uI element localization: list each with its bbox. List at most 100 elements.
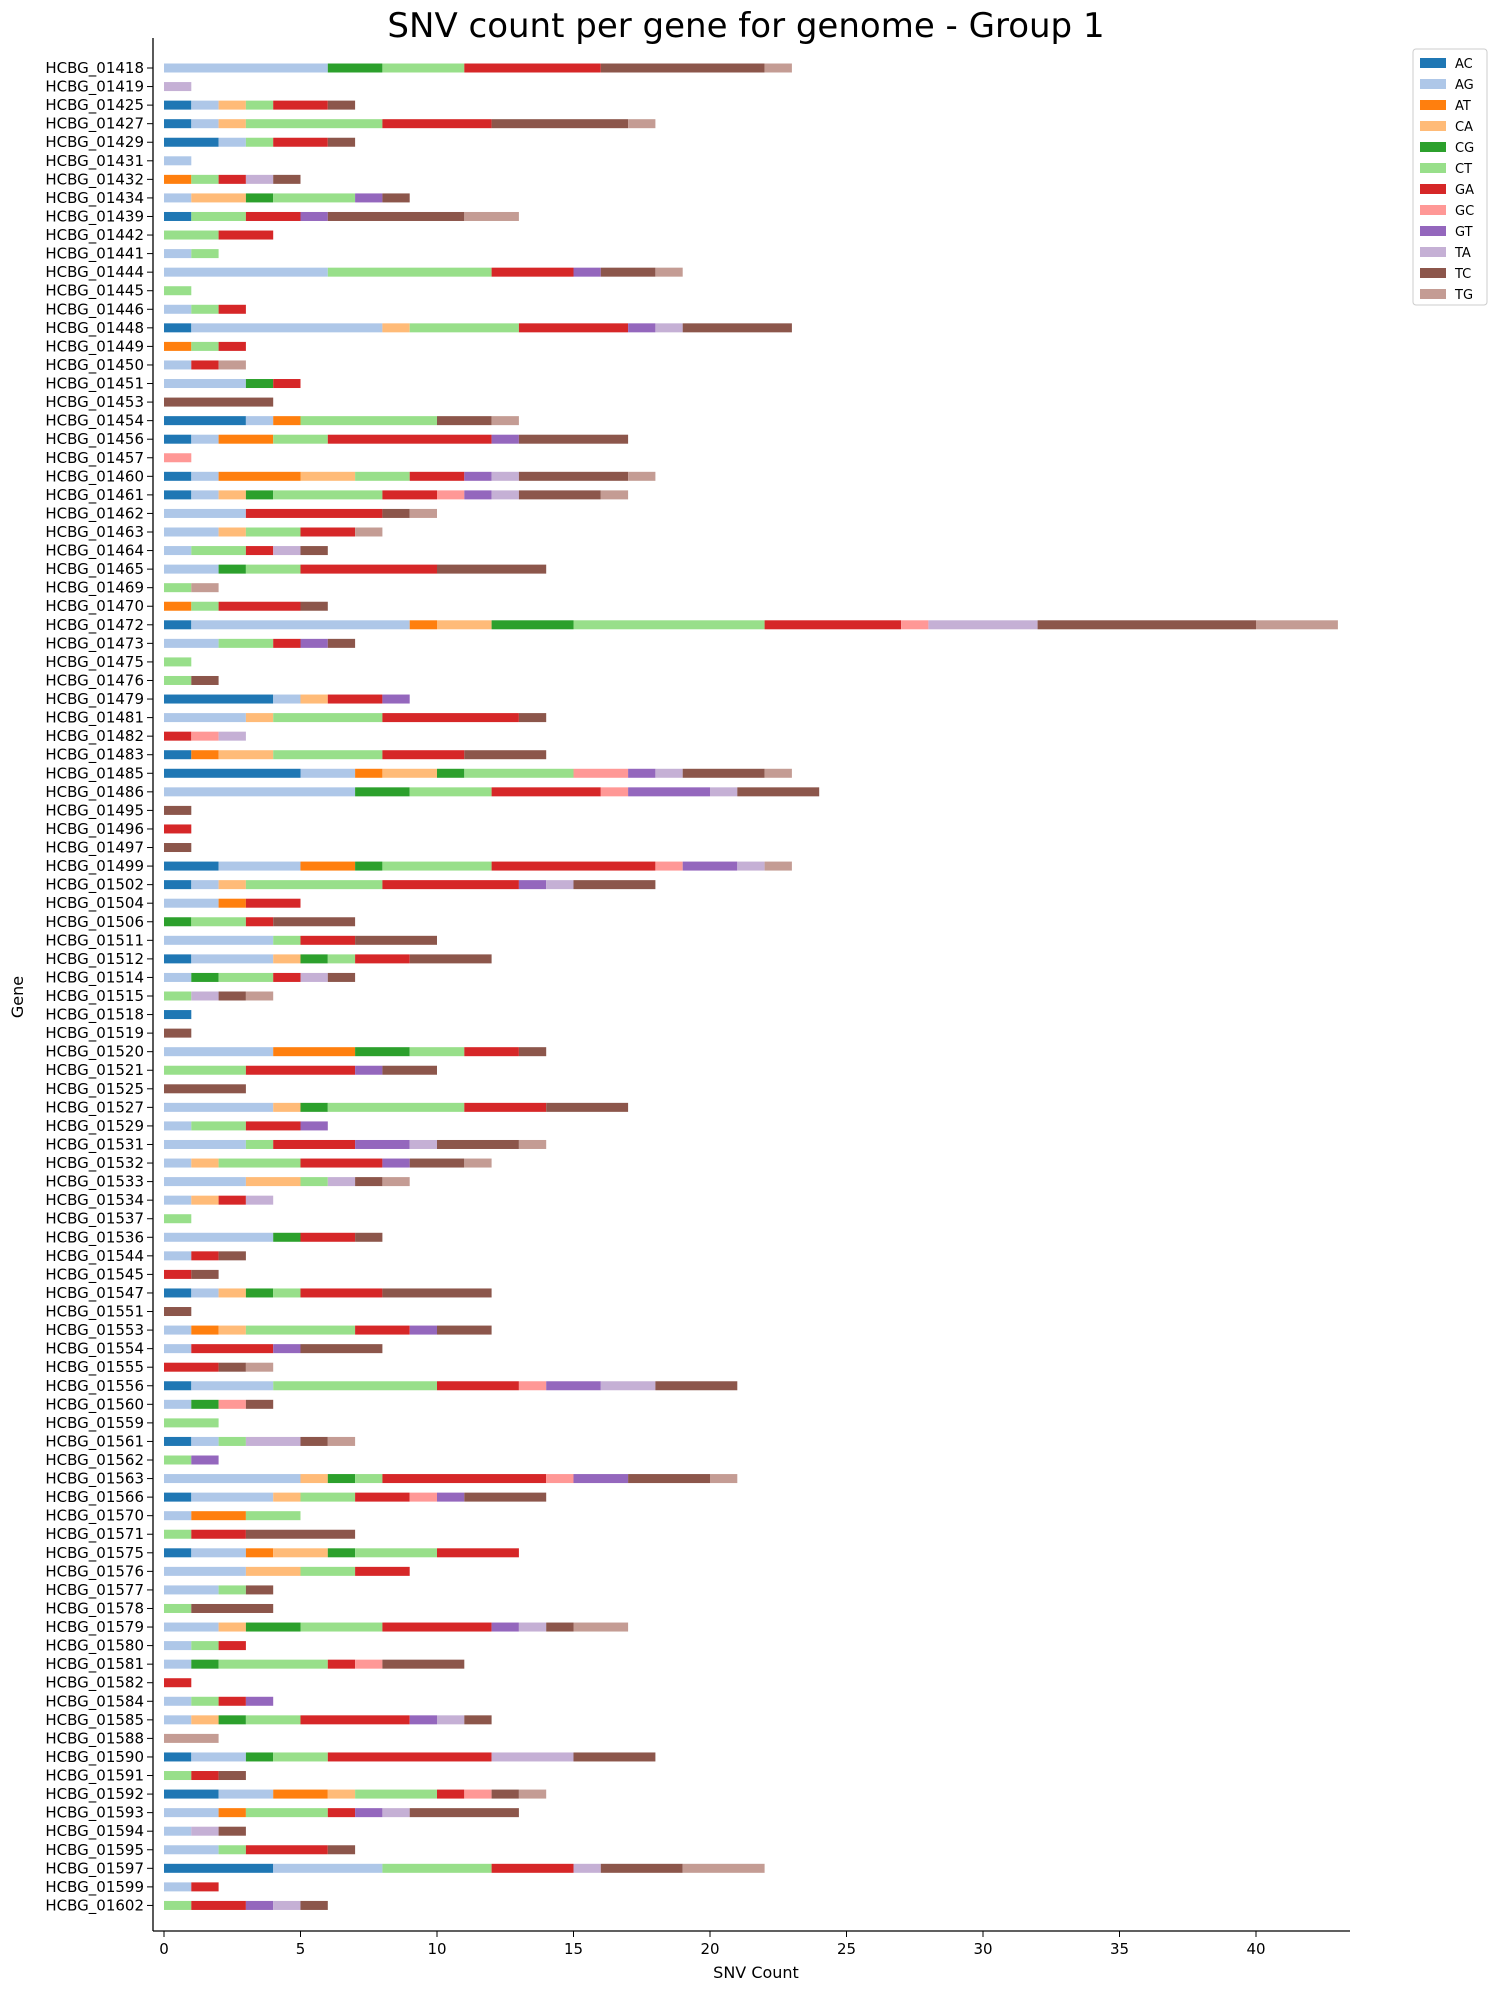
bar-segment-TG [710,1474,738,1484]
legend-swatch-GT [1420,226,1446,236]
bar-segment-AC [164,416,246,426]
y-tick-label: HCBG_01475 [45,653,144,672]
bar-segment-AG [164,1195,192,1205]
bar-segment-AT [164,601,192,611]
bar-segment-TA [327,1177,356,1187]
bar-segment-TG [382,1177,410,1187]
bar-segment-AT [191,1511,246,1521]
y-tick-label: HCBG_01457 [45,449,144,468]
bar-segment-GA [491,267,574,277]
bar-segment-AG [164,63,328,73]
bar-segment-CT [191,341,219,351]
y-tick-label: HCBG_01580 [45,1637,144,1656]
bar-segment-GA [464,1102,547,1112]
bar-segment-AG [191,1288,219,1298]
bar-segment-AG [164,379,246,389]
bar-segment-CT [218,1845,246,1855]
x-axis-label: SNV Count [713,1963,799,1982]
bar-segment-TC [437,564,547,574]
bar-segment-CA [437,620,492,630]
legend-label-CG: CG [1455,141,1474,156]
bar-segment-AT [164,341,192,351]
bar-segment-CA [273,954,301,964]
bar-segment-TC [1037,620,1256,630]
y-tick-label: HCBG_01481 [45,709,144,728]
bar-segment-TG [464,211,519,221]
y-tick-label: HCBG_01511 [45,931,144,950]
bar-segment-TC [382,193,410,203]
y-tick-label: HCBG_01448 [45,319,144,338]
bar-segment-AT [164,174,192,184]
bar-segment-CG [355,787,410,797]
bar-segment-CT [164,583,192,593]
bar-segment-GA [164,824,192,834]
bar-segment-TC [245,1585,274,1595]
bar-segment-AT [273,1047,356,1057]
bar-segment-CT [164,1603,192,1613]
bar-segment-GA [300,1715,410,1725]
bar-segment-CT [300,1492,356,1502]
bar-segment-AC [164,137,219,147]
y-tick-label: HCBG_01431 [45,152,144,171]
bar-segment-CT [218,1659,328,1669]
bar-segment-TG [764,63,792,73]
bar-segment-CG [245,1752,274,1762]
bar-segment-TC [437,1139,519,1149]
bar-segment-TG [518,1789,547,1799]
bar-segment-AG [300,768,356,778]
bar-segment-CT [300,1566,356,1576]
bar-segment-AG [164,1845,219,1855]
y-tick-label: HCBG_01537 [45,1210,144,1229]
bar-segment-GT [191,1455,219,1465]
bar-segment-AC [164,694,274,704]
bar-segment-GA [273,638,301,648]
bar-segment-AG [164,1511,192,1521]
bar-segment-CG [273,1232,301,1242]
y-tick-label: HCBG_01597 [45,1859,144,1878]
legend-swatch-GC [1420,205,1446,215]
bar-segment-CT [245,137,274,147]
bar-segment-CT [245,100,274,110]
y-tick-label: HCBG_01451 [45,375,144,394]
bar-segment-GT [628,768,656,778]
y-tick-label: HCBG_01577 [45,1581,144,1600]
y-tick-label: HCBG_01446 [45,300,144,319]
bar-segment-TC [491,119,629,129]
bar-segment-CA [273,1102,301,1112]
bar-segment-CT [218,1436,246,1446]
bar-segment-CA [191,193,246,203]
bar-segment-GA [191,1771,219,1781]
bar-segment-CT [245,880,383,890]
bar-segment-CT [164,286,192,296]
y-tick-label: HCBG_01462 [45,504,144,523]
bar-segment-TG [218,360,246,370]
bar-segment-CT [327,267,492,277]
bar-segment-GT [382,694,410,704]
y-tick-label: HCBG_01470 [45,597,144,616]
bars-layer [164,63,1338,1910]
bar-segment-CG [245,490,274,500]
bar-segment-AG [164,1659,192,1669]
bar-segment-AG [164,1622,219,1632]
bar-segment-TC [518,471,629,481]
bar-segment-GA [273,137,328,147]
bar-segment-GC [191,731,219,741]
bar-segment-TC [464,1492,547,1502]
bar-segment-GA [409,471,465,481]
bar-segment-GT [245,1696,274,1706]
bar-segment-TC [573,880,656,890]
legend-label-AG: AG [1455,78,1474,93]
bar-segment-GC [518,1381,547,1391]
bar-segment-AG [164,1641,192,1651]
bar-segment-GT [518,880,547,890]
bar-segment-GA [191,1529,246,1539]
y-tick-label: HCBG_01504 [45,894,144,913]
bar-segment-CT [409,1047,465,1057]
bar-segment-GC [164,453,192,463]
bar-segment-GA [245,1845,328,1855]
x-tick-label: 15 [564,1940,583,1958]
y-tick-label: HCBG_01439 [45,207,144,226]
y-tick-label: HCBG_01434 [45,189,144,208]
legend-label-AT: AT [1455,99,1471,114]
bar-segment-CG [191,1399,219,1409]
